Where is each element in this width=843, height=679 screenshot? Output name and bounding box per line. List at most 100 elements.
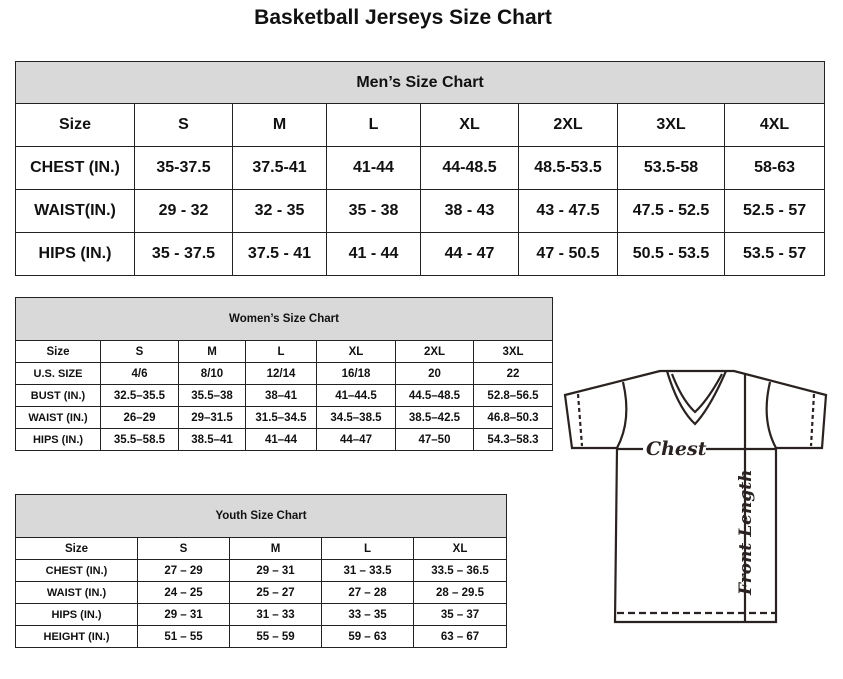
table-cell: 31.5–34.5 <box>245 406 317 429</box>
table-cell: 41–44 <box>245 428 317 451</box>
column-header: L <box>321 537 414 560</box>
column-header: 4XL <box>723 103 826 147</box>
table-cell: 33.5 – 36.5 <box>412 559 508 582</box>
table-cell: 29 - 32 <box>134 189 233 233</box>
table-cell: 25 – 27 <box>229 581 322 604</box>
youth-size-table: Youth Size Chart Size S M L XL CHEST (IN.) 27 –… <box>14 494 508 648</box>
column-header: Size <box>15 340 101 363</box>
column-header: L <box>245 340 317 363</box>
column-header: 3XL <box>617 103 725 147</box>
womens-size-table: Women’s Size Chart Size S M L XL 2XL 3XL U.S. SI… <box>14 297 554 451</box>
table-cell: 59 – 63 <box>321 625 414 648</box>
table-cell: 38.5–41 <box>178 428 246 451</box>
table-row: HIPS (IN.) 29 – 31 31 – 33 33 – 35 35 – 37 <box>15 603 508 626</box>
table-cell: 28 – 29.5 <box>412 581 508 604</box>
table-row: HEIGHT (IN.) 51 – 55 55 – 59 59 – 63 63 – 67 <box>15 625 508 648</box>
table-cell: 32 - 35 <box>232 189 327 233</box>
column-header: M <box>232 103 327 147</box>
mens-size-table: Men’s Size Chart Size S M L XL 2XL 3XL 4XL CHEST … <box>14 61 826 276</box>
table-cell: 38.5–42.5 <box>395 406 474 429</box>
column-header: L <box>326 103 421 147</box>
table-cell: 4/6 <box>100 362 179 385</box>
chest-label: Chest <box>646 438 707 460</box>
table-cell: 63 – 67 <box>412 625 508 648</box>
table-cell: 41-44 <box>326 146 421 190</box>
column-header: S <box>134 103 233 147</box>
table-cell: 8/10 <box>178 362 246 385</box>
column-header: M <box>229 537 322 560</box>
table-cell: 41–44.5 <box>316 384 396 407</box>
table-cell: 31 – 33.5 <box>321 559 414 582</box>
column-header: Size <box>15 103 135 147</box>
table-row: HIPS (IN.) 35.5–58.5 38.5–41 41–44 44–47 47–5… <box>15 428 554 451</box>
table-cell: 37.5 - 41 <box>232 232 327 276</box>
table-cell: 38–41 <box>245 384 317 407</box>
column-header: XL <box>420 103 519 147</box>
table-cell: 20 <box>395 362 474 385</box>
table-cell: 46.8–50.3 <box>472 406 554 429</box>
table-cell: 35 - 38 <box>326 189 421 233</box>
table-cell: 53.5-58 <box>617 146 725 190</box>
table-cell: 48.5-53.5 <box>518 146 618 190</box>
table-cell: 44–47 <box>316 428 396 451</box>
table-cell: 50.5 - 53.5 <box>617 232 725 276</box>
column-header: S <box>137 537 230 560</box>
table-cell: 44 - 47 <box>420 232 519 276</box>
table-cell: 26–29 <box>100 406 179 429</box>
column-header: Size <box>15 537 138 560</box>
table-row: WAIST (IN.) 24 – 25 25 – 27 27 – 28 28 – 29.… <box>15 581 508 604</box>
row-label: CHEST (IN.) <box>15 146 135 190</box>
table-cell: 29 – 31 <box>137 603 230 626</box>
table-row: WAIST (IN.) 26–29 29–31.5 31.5–34.5 34.5–38.… <box>15 406 554 429</box>
table-cell: 27 – 29 <box>137 559 230 582</box>
table-cell: 24 – 25 <box>137 581 230 604</box>
table-cell: 52.5 - 57 <box>723 189 826 233</box>
table-cell: 52.8–56.5 <box>472 384 554 407</box>
front-length-label: Front Length <box>736 470 756 596</box>
table-row: HIPS (IN.) 35 - 37.5 37.5 - 41 41 - 44 44 - … <box>15 232 826 276</box>
women-chart-heading: Women’s Size Chart <box>14 297 554 341</box>
table-row: BUST (IN.) 32.5–35.5 35.5–38 38–41 41–44.5 44… <box>15 384 554 407</box>
table-cell: 32.5–35.5 <box>100 384 179 407</box>
row-label: HIPS (IN.) <box>15 232 135 276</box>
row-label: WAIST(IN.) <box>15 189 135 233</box>
table-row: U.S. SIZE 4/6 8/10 12/14 16/18 20 22 <box>15 362 554 385</box>
table-cell: 43 - 47.5 <box>518 189 618 233</box>
table-cell: 34.5–38.5 <box>316 406 396 429</box>
table-cell: 51 – 55 <box>137 625 230 648</box>
jersey-diagram: Chest Front Length <box>563 369 828 624</box>
column-header: M <box>178 340 246 363</box>
table-cell: 54.3–58.3 <box>472 428 554 451</box>
table-row: CHEST (IN.) 35-37.5 37.5-41 41-44 44-48.5 48.… <box>15 146 826 190</box>
table-cell: 35 – 37 <box>412 603 508 626</box>
table-cell: 29 – 31 <box>229 559 322 582</box>
youth-chart-heading: Youth Size Chart <box>14 494 508 538</box>
table-cell: 12/14 <box>245 362 317 385</box>
table-cell: 35.5–38 <box>178 384 246 407</box>
table-cell: 55 – 59 <box>229 625 322 648</box>
table-cell: 47–50 <box>395 428 474 451</box>
table-cell: 37.5-41 <box>232 146 327 190</box>
row-label: U.S. SIZE <box>15 362 101 385</box>
row-label: CHEST (IN.) <box>15 559 138 582</box>
table-cell: 35 - 37.5 <box>134 232 233 276</box>
page-title: Basketball Jerseys Size Chart <box>254 6 552 29</box>
men-chart-heading: Men’s Size Chart <box>14 61 826 104</box>
row-label: HEIGHT (IN.) <box>15 625 138 648</box>
table-cell: 29–31.5 <box>178 406 246 429</box>
table-cell: 53.5 - 57 <box>723 232 826 276</box>
row-label: HIPS (IN.) <box>15 428 101 451</box>
column-header: 2XL <box>518 103 618 147</box>
column-header: S <box>100 340 179 363</box>
column-header: XL <box>316 340 396 363</box>
table-cell: 16/18 <box>316 362 396 385</box>
table-cell: 47.5 - 52.5 <box>617 189 725 233</box>
row-label: WAIST (IN.) <box>15 406 101 429</box>
table-cell: 38 - 43 <box>420 189 519 233</box>
table-cell: 22 <box>472 362 554 385</box>
table-cell: 35-37.5 <box>134 146 233 190</box>
table-cell: 44-48.5 <box>420 146 519 190</box>
row-label: WAIST (IN.) <box>15 581 138 604</box>
size-header-row: Size S M L XL 2XL 3XL 4XL <box>15 103 826 147</box>
column-header: 3XL <box>472 340 554 363</box>
